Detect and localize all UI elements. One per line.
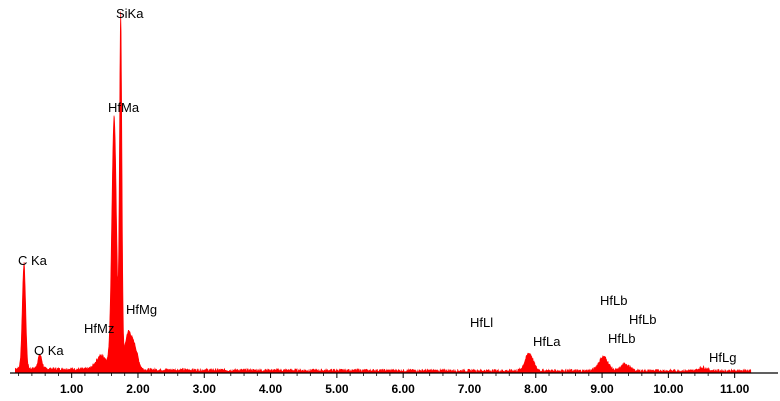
x-tick-label: 1.00 [60, 382, 84, 396]
x-tick-label: 10.00 [653, 382, 683, 396]
x-tick-label: 7.00 [458, 382, 482, 396]
x-tick-label: 9.00 [590, 382, 614, 396]
peak-label: HfLl [470, 315, 493, 330]
peak-label: HfLg [709, 350, 736, 365]
peak-label: HfLa [533, 334, 561, 349]
peak-label: HfMg [126, 302, 157, 317]
x-tick-label: 5.00 [325, 382, 349, 396]
spectrum-series [15, 11, 752, 374]
peak-label: O Ka [34, 343, 64, 358]
x-tick-label: 2.00 [126, 382, 150, 396]
x-tick-label: 6.00 [391, 382, 415, 396]
peak-label: HfLb [629, 312, 656, 327]
x-tick-label: 3.00 [193, 382, 217, 396]
spectrum-area [15, 11, 752, 374]
x-tick-label: 4.00 [259, 382, 283, 396]
x-axis-ticks: 1.00 2.00 3.00 4.00 5.00 6.00 7.00 8.00 9.00 10.0… [18, 373, 750, 396]
peak-label: C Ka [18, 253, 48, 268]
peak-label: HfLb [600, 293, 627, 308]
peak-label: HfMa [108, 100, 140, 115]
peak-label: SiKa [116, 6, 144, 21]
peak-label: HfMz [84, 321, 114, 336]
x-tick-label: 8.00 [524, 382, 548, 396]
peak-label: HfLb [608, 331, 635, 346]
x-tick-label: 11.00 [720, 382, 750, 396]
